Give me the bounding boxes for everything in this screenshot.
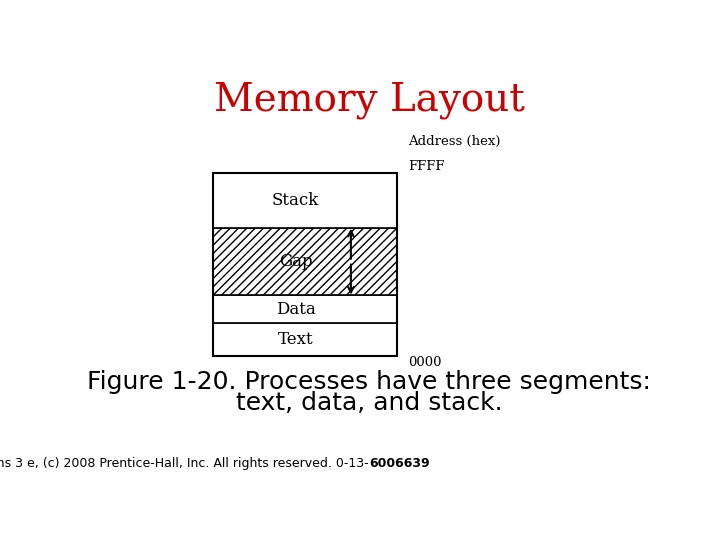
Bar [213,228,397,295]
Text: Figure 1-20. Processes have three segments:: Figure 1-20. Processes have three segmen… [87,370,651,394]
Text: Address (hex): Address (hex) [408,135,500,148]
Bar [213,173,397,356]
Text: Memory Layout: Memory Layout [214,82,524,119]
Bar [213,173,397,228]
Text: 0000: 0000 [408,356,441,369]
Text: Data: Data [276,301,315,318]
Text: Text: Text [278,331,313,348]
Text: text, data, and stack.: text, data, and stack. [235,391,503,415]
Text: FFFF: FFFF [408,160,444,173]
Text: Gap: Gap [279,253,312,270]
Text: 6006639: 6006639 [369,457,430,470]
Bar [213,295,397,323]
Text: Tanenbaum, Modern Operating Systems 3 e, (c) 2008 Prentice-Hall, Inc. All rights: Tanenbaum, Modern Operating Systems 3 e,… [0,457,369,470]
Text: Stack: Stack [272,192,319,209]
Bar [213,323,397,356]
